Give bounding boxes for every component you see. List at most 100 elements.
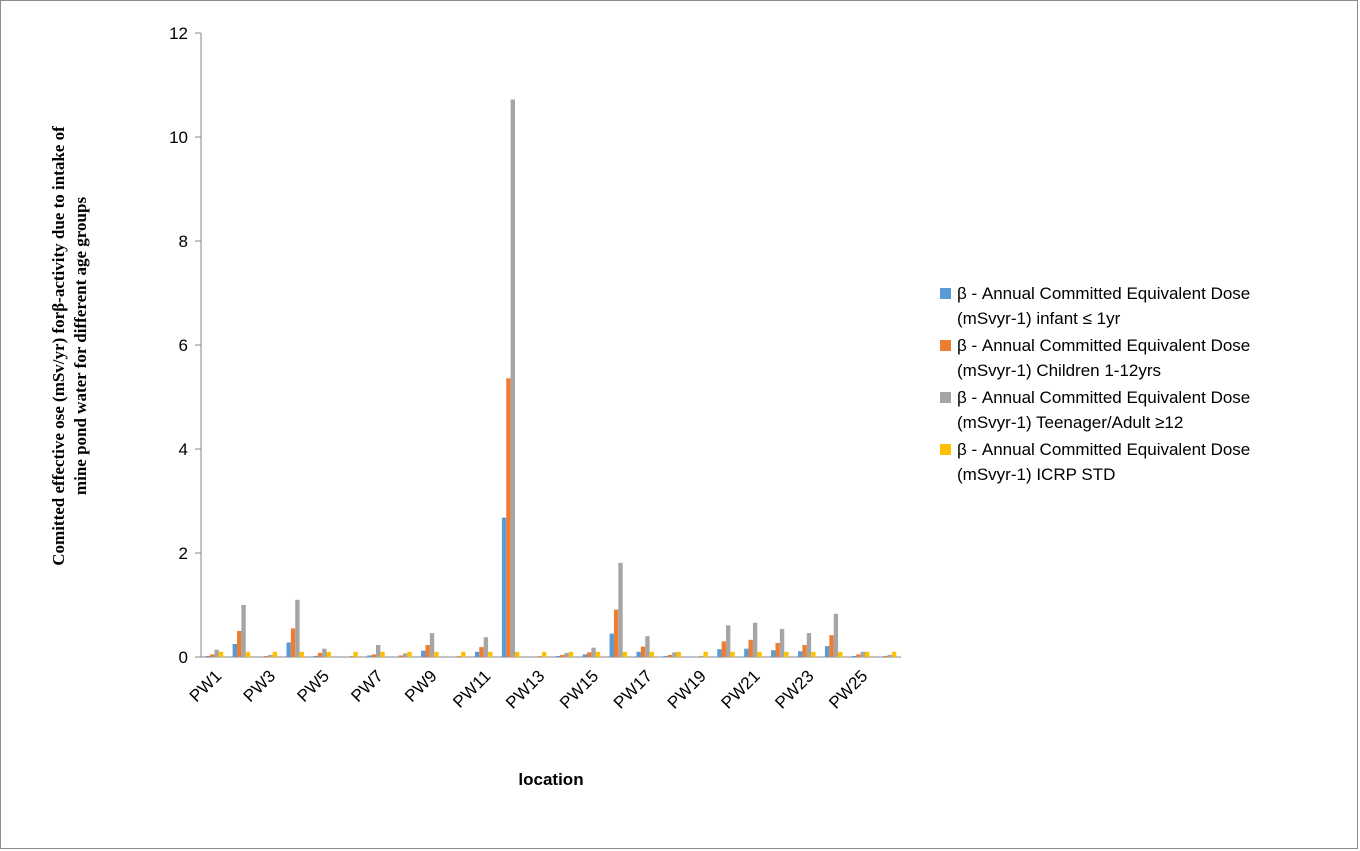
legend-label: (mSvyr-1) ICRP STD xyxy=(957,465,1115,484)
bar-PW14-series-3 xyxy=(564,652,569,657)
bar-PW15-series-1 xyxy=(582,654,588,657)
bar-PW10-series-2 xyxy=(452,656,457,657)
bar-PW4-series-4 xyxy=(299,651,304,657)
bar-PW7-series-1 xyxy=(367,655,372,657)
bar-PW6-series-2 xyxy=(344,656,350,657)
bar-PW6-series-1 xyxy=(340,656,345,657)
bar-PW22-series-2 xyxy=(775,642,780,657)
bar-PW19-series-1 xyxy=(690,656,695,657)
bar-PW23-series-3 xyxy=(806,633,812,657)
bar-PW25-series-1 xyxy=(851,655,857,657)
bar-PW23-series-2 xyxy=(802,645,807,657)
legend-label: β - Annual Committed Equivalent Dose xyxy=(957,284,1250,303)
bar-PW20-series-1 xyxy=(717,649,722,657)
legend-label: β - Annual Committed Equivalent Dose xyxy=(957,336,1250,355)
bar-PW23-series-1 xyxy=(798,651,803,657)
x-axis-title: location xyxy=(518,770,583,789)
bar-PW26-series-4 xyxy=(891,651,897,657)
bar-PW17-series-1 xyxy=(636,651,641,657)
bar-PW3-series-3 xyxy=(268,654,273,657)
bar-PW2-series-4 xyxy=(245,651,251,657)
bar-PW3-series-4 xyxy=(272,651,278,657)
x-tick-label: PW1 xyxy=(186,666,225,705)
bar-PW18-series-3 xyxy=(672,652,677,657)
bar-PW21-series-4 xyxy=(757,651,762,657)
bar-PW4-series-1 xyxy=(286,642,291,657)
x-ticks: PW1 PW3 PW5 PW7 PW9 PW11 PW13 PW15 PW17 PW19 PW21 P… xyxy=(186,666,872,712)
y-tick-label: 0 xyxy=(179,648,188,667)
bar-PW18-series-2 xyxy=(667,654,673,657)
bar-PW24-series-1 xyxy=(824,646,830,657)
bar-PW21-series-3 xyxy=(752,622,758,657)
y-ticks: 0 2 4 6 8 10 12 xyxy=(169,24,201,667)
bar-PW15-series-2 xyxy=(587,652,592,657)
x-tick-label: PW13 xyxy=(502,666,548,712)
bar-PW7-series-2 xyxy=(371,654,377,657)
bar-PW13-series-3 xyxy=(537,655,542,657)
axes xyxy=(200,33,901,658)
y-tick-label: 8 xyxy=(179,232,188,251)
bar-PW10-series-3 xyxy=(456,655,462,657)
bar-PW12-series-4 xyxy=(514,651,520,657)
bar-PW11-series-4 xyxy=(488,651,493,657)
bar-PW18-series-1 xyxy=(663,655,668,657)
bar-PW22-series-3 xyxy=(779,628,785,657)
bar-PW22-series-4 xyxy=(784,651,789,657)
bar-PW14-series-1 xyxy=(555,655,561,657)
bar-PW5-series-3 xyxy=(322,648,327,657)
bar-PW5-series-1 xyxy=(313,655,318,657)
bar-PW14-series-2 xyxy=(560,654,565,657)
bar-PW10-series-1 xyxy=(448,656,453,657)
bar-PW8-series-2 xyxy=(398,655,403,657)
bar-PW17-series-2 xyxy=(640,646,646,657)
legend-label: (mSvyr-1) Children 1-12yrs xyxy=(957,361,1161,380)
bar-PW1-series-1 xyxy=(205,655,211,657)
x-tick-label: PW11 xyxy=(449,666,494,711)
y-axis-title-line-1: Comitted effective ose (mSv/yr) forβ-act… xyxy=(49,126,68,566)
bars xyxy=(205,99,897,657)
bar-PW12-series-3 xyxy=(510,99,515,657)
legend-label: β - Annual Committed Equivalent Dose xyxy=(957,388,1250,407)
bar-PW15-series-4 xyxy=(595,651,601,657)
x-tick-label: PW3 xyxy=(240,666,279,705)
x-tick-label: PW23 xyxy=(771,666,817,712)
bar-PW21-series-1 xyxy=(744,648,749,657)
bar-PW25-series-3 xyxy=(860,651,865,657)
bar-PW2-series-3 xyxy=(241,605,246,657)
bar-PW26-series-3 xyxy=(887,654,892,657)
x-tick-label: PW15 xyxy=(556,666,602,712)
legend-item-2: β - Annual Committed Equivalent Dose (mSv… xyxy=(940,336,1250,380)
legend-swatch xyxy=(940,288,951,299)
x-tick-label: PW25 xyxy=(825,666,871,712)
legend-swatch xyxy=(940,444,951,455)
legend-swatch xyxy=(940,392,951,403)
y-tick-label: 4 xyxy=(179,440,188,459)
legend-label: (mSvyr-1) Teenager/Adult ≥12 xyxy=(957,413,1183,432)
bar-PW20-series-4 xyxy=(730,651,735,657)
bar-PW13-series-1 xyxy=(528,656,534,657)
legend-item-3: β - Annual Committed Equivalent Dose (mSv… xyxy=(940,388,1250,432)
legend-item-4: β - Annual Committed Equivalent Dose (mSv… xyxy=(940,440,1250,484)
x-tick-label: PW5 xyxy=(293,666,332,705)
bar-PW22-series-1 xyxy=(771,650,776,657)
bar-PW13-series-2 xyxy=(533,656,538,657)
bar-PW16-series-2 xyxy=(613,609,619,657)
x-tick-label: PW17 xyxy=(610,666,656,712)
x-tick-label: PW9 xyxy=(401,666,440,705)
bar-PW19-series-4 xyxy=(703,651,708,657)
legend-item-1: β - Annual Committed Equivalent Dose (mSv… xyxy=(940,284,1250,328)
bar-PW17-series-4 xyxy=(649,651,654,657)
bar-PW6-series-3 xyxy=(349,655,354,657)
bar-PW12-series-2 xyxy=(506,378,511,657)
bar-PW13-series-4 xyxy=(541,651,547,657)
legend-label: (mSvyr-1) infant ≤ 1yr xyxy=(957,309,1121,328)
bar-PW5-series-2 xyxy=(317,652,323,657)
bar-PW3-series-2 xyxy=(263,655,269,657)
bar-PW24-series-2 xyxy=(829,635,834,657)
bar-PW1-series-2 xyxy=(210,654,215,657)
bar-PW11-series-2 xyxy=(479,647,484,657)
bar-PW2-series-1 xyxy=(232,644,238,657)
bar-PW12-series-1 xyxy=(501,517,507,657)
bar-PW3-series-1 xyxy=(259,656,264,657)
bar-PW8-series-3 xyxy=(402,653,408,657)
